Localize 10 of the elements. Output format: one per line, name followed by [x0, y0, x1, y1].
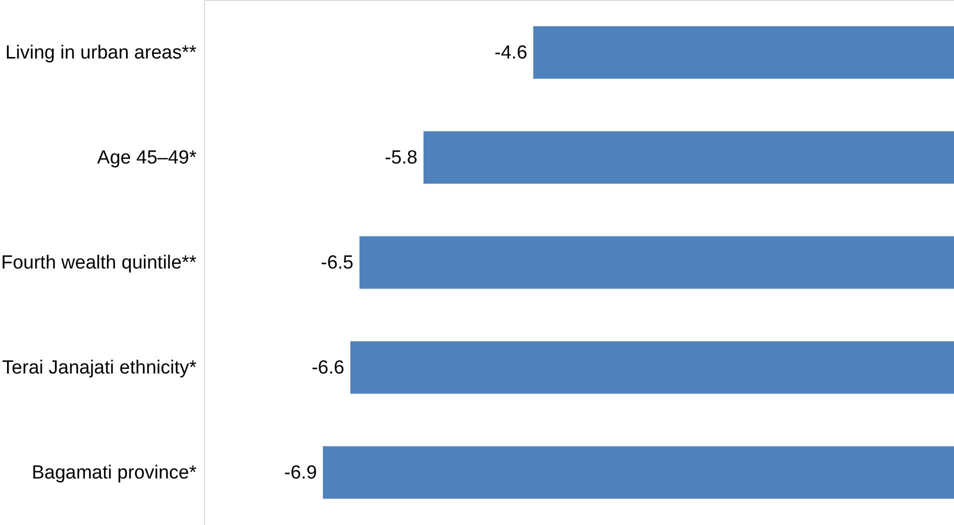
y-tick-label: Age 45–49*	[97, 148, 198, 168]
y-tick-label: Living in urban areas**	[5, 42, 198, 64]
data-label: -5.8	[384, 148, 418, 168]
data-label: -6.6	[312, 358, 344, 378]
data-label: -4.6	[494, 42, 528, 64]
y-tick-label: Terai Janajati ethnicity*	[2, 358, 198, 378]
y-tick-label: Bagamati province*	[32, 462, 198, 484]
data-label: -6.9	[284, 462, 317, 484]
data-label: -6.5	[320, 252, 354, 274]
y-tick-label: Fourth wealth quintile**	[1, 252, 198, 274]
